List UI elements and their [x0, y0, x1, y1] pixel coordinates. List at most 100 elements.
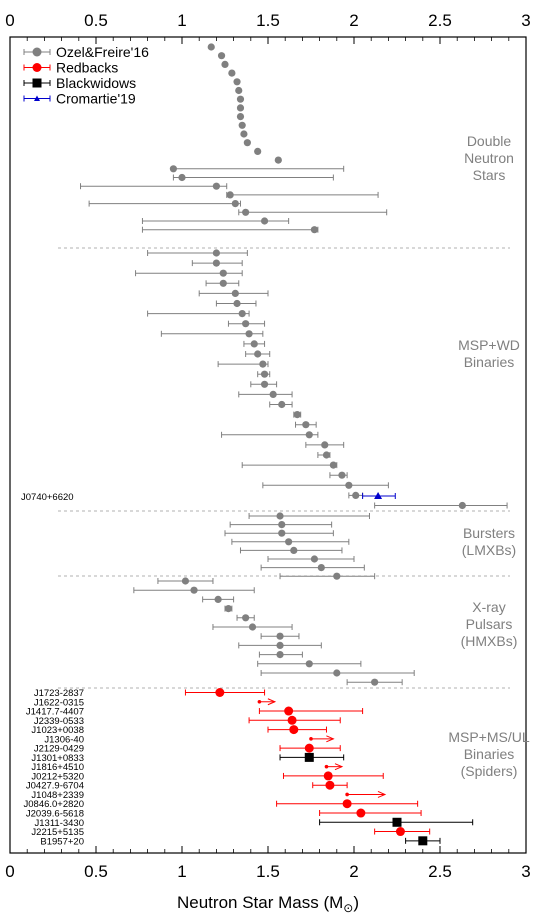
msp-wd-point: [254, 350, 262, 358]
cromartie-point: [374, 492, 383, 499]
region-label-line: Bursters: [463, 525, 515, 541]
redback-point: [345, 792, 349, 797]
spider-pulsar-name: J2039.6-5618: [26, 809, 84, 820]
msp-wd-point: [238, 310, 246, 318]
legend-marker: [32, 78, 42, 88]
region-labels: DoubleNeutronStarsMSP+WDBinariesBursters…: [448, 133, 530, 779]
msp-wd-point: [260, 380, 269, 388]
dns-point: [178, 173, 186, 182]
msp-wd-point: [338, 471, 346, 479]
hmxb-point: [333, 669, 341, 677]
hmxb-point: [190, 586, 198, 594]
dns-point: [169, 165, 177, 173]
spider-pulsar-name: J0846.0+2820: [24, 799, 85, 810]
redback-point: [257, 699, 262, 704]
region-label-line: Binaries: [464, 746, 515, 762]
dns-point: [238, 121, 246, 129]
redback-point: [215, 688, 225, 697]
dns-point: [236, 113, 245, 121]
hmxb-point: [242, 614, 250, 622]
burster-point: [290, 546, 298, 555]
x-tick-label-bottom: 3: [521, 862, 530, 881]
spider-pulsar-name: J1023+0038: [31, 725, 84, 736]
spider-pulsar-name: J1311-3430: [35, 818, 84, 829]
redback-point: [323, 771, 333, 781]
spider-pulsar-name: J1048+2339: [31, 790, 84, 801]
dns-point: [236, 95, 245, 103]
legend-marker: [32, 47, 42, 57]
region-label-line: Binaries: [464, 354, 515, 370]
msp-wd-point: [242, 320, 250, 328]
spider-pulsar-name: J2215+5135: [31, 827, 84, 838]
region-label-line: X-ray: [472, 599, 505, 615]
x-tick-label-bottom: 1: [177, 862, 186, 881]
redback-point: [284, 706, 294, 716]
redback-point: [309, 737, 313, 741]
x-tick-label-top: 1.5: [256, 11, 280, 30]
hmxb-point: [276, 651, 284, 659]
burster-point: [317, 564, 325, 572]
redback-limit-arrowhead: [377, 791, 387, 798]
burster-point: [285, 538, 293, 546]
legend-label: Redbacks: [56, 60, 118, 76]
dns-point: [221, 60, 229, 68]
burster-point: [310, 555, 319, 563]
msp-wd-point: [293, 411, 301, 419]
x-axis-label-text: Neutron Star Mass (M: [177, 893, 343, 912]
x-tick-label-bottom: 2.5: [428, 862, 452, 881]
msp-wd-point: [322, 451, 331, 459]
msp-wd-point: [321, 441, 329, 449]
spider-pulsar-name: J2339-0533: [34, 716, 84, 727]
x-tick-label-bottom: 0.5: [84, 862, 108, 881]
x-axis-label-subscript: ⊙: [343, 901, 353, 915]
spider-pulsar-name: B1957+20: [40, 836, 84, 847]
hmxb-point: [305, 660, 313, 668]
legend-marker: [34, 95, 40, 101]
hmxb-point: [371, 678, 379, 686]
msp-wd-point: [233, 299, 241, 308]
spider-pulsar-name: J0427.9-6704: [26, 781, 84, 792]
spider-pulsar-name: J0212+5320: [31, 771, 84, 782]
legend: Ozel&Freire'16RedbacksBlackwidowsCromart…: [23, 44, 149, 107]
redback-limit-arrowhead: [326, 735, 335, 743]
dns-point: [233, 78, 241, 86]
msp-wd-point: [212, 249, 220, 257]
redback-point: [356, 808, 366, 818]
msp-wd-point: [345, 481, 353, 489]
dns-point: [235, 86, 243, 95]
section-dividers: [58, 247, 510, 689]
spider-pulsar-name: J1306-40: [44, 734, 84, 745]
dns-point: [228, 69, 236, 77]
x-axis-label-close: ): [353, 893, 359, 912]
region-label-line: Double: [467, 133, 512, 149]
spider-pulsar-name: J1816+4510: [31, 762, 84, 773]
region-label-line: MSP+WD: [458, 337, 520, 353]
x-tick-label-bottom: 2: [349, 862, 358, 881]
blackwidow-point: [392, 817, 402, 827]
legend-label: Blackwidows: [56, 75, 136, 91]
hmxb-point: [224, 605, 233, 613]
msp-wd-point: [250, 340, 258, 348]
region-label-line: MSP+MS/UL: [448, 729, 530, 745]
legend-label: Cromartie'19: [56, 91, 136, 107]
msp-wd-point: [259, 360, 267, 368]
msp-wd-point: [278, 400, 286, 409]
msp-wd-point: [305, 431, 313, 439]
redback-point: [287, 715, 297, 725]
burster-point: [276, 512, 284, 520]
dns-point: [226, 191, 234, 199]
msp-wd-point: [219, 269, 227, 277]
redback-point: [342, 799, 352, 809]
spider-pulsar-name: J1417.7-4407: [26, 707, 84, 718]
msp-wd-point: [231, 289, 239, 297]
hmxb-point: [181, 577, 190, 585]
dns-point: [231, 200, 239, 208]
x-axis-label: Neutron Star Mass (M⊙): [177, 893, 359, 915]
redback-point: [395, 827, 405, 837]
legend-marker: [32, 63, 42, 72]
dns-point: [242, 208, 250, 216]
dns-point: [243, 139, 251, 147]
hmxb-point: [248, 623, 257, 631]
x-tick-label-bottom: 1.5: [256, 862, 280, 881]
